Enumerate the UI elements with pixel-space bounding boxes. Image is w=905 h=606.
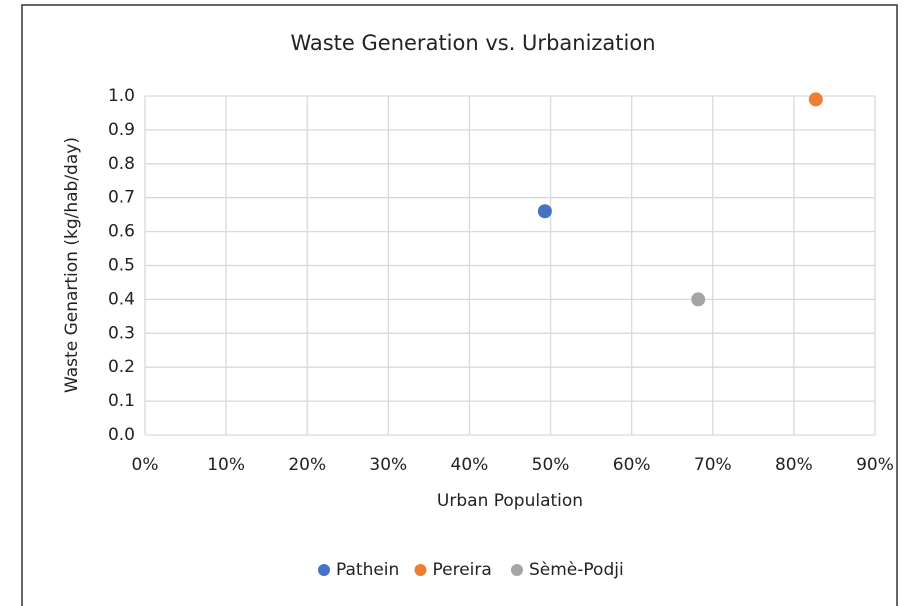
x-tick-label: 80%: [775, 455, 813, 475]
chart-title: Waste Generation vs. Urbanization: [290, 31, 655, 55]
chart-frame: [21, 4, 898, 606]
x-tick-label: 90%: [856, 455, 894, 475]
x-axis-label: Urban Population: [437, 491, 583, 511]
y-tick-label: 0.2: [108, 357, 135, 377]
x-tick-label: 40%: [451, 455, 489, 475]
y-tick-label: 0.9: [108, 120, 135, 140]
y-tick-label: 0.7: [108, 188, 135, 208]
y-tick-label: 0.8: [108, 154, 135, 174]
point: [808, 92, 823, 107]
x-tick-label: 70%: [694, 455, 732, 475]
x-tick-label: 60%: [613, 455, 651, 475]
x-tick-label: 10%: [207, 455, 245, 475]
x-tick-label: 0%: [132, 455, 159, 475]
legend-label: Pereira: [433, 560, 492, 580]
y-tick-label: 0.5: [108, 256, 135, 276]
x-tick-label: 20%: [288, 455, 326, 475]
legend-label: Sèmè-Podji: [529, 560, 624, 580]
point: [691, 292, 706, 307]
y-tick-label: 0.1: [108, 391, 135, 411]
legend-marker: [318, 564, 330, 576]
point: [537, 204, 552, 219]
y-tick-label: 1.0: [108, 86, 135, 106]
legend-marker: [511, 564, 523, 576]
y-tick-label: 0.3: [108, 323, 135, 343]
y-tick-label: 0.0: [108, 425, 135, 445]
y-tick-label: 0.6: [108, 222, 135, 242]
legend-marker: [414, 564, 427, 576]
y-tick-label: 0.4: [108, 289, 135, 309]
legend-label: Pathein: [336, 560, 399, 580]
x-tick-label: 50%: [532, 455, 570, 475]
y-axis-label: Waste Genartion (kg/hab/day): [62, 137, 82, 393]
x-tick-label: 30%: [369, 455, 407, 475]
